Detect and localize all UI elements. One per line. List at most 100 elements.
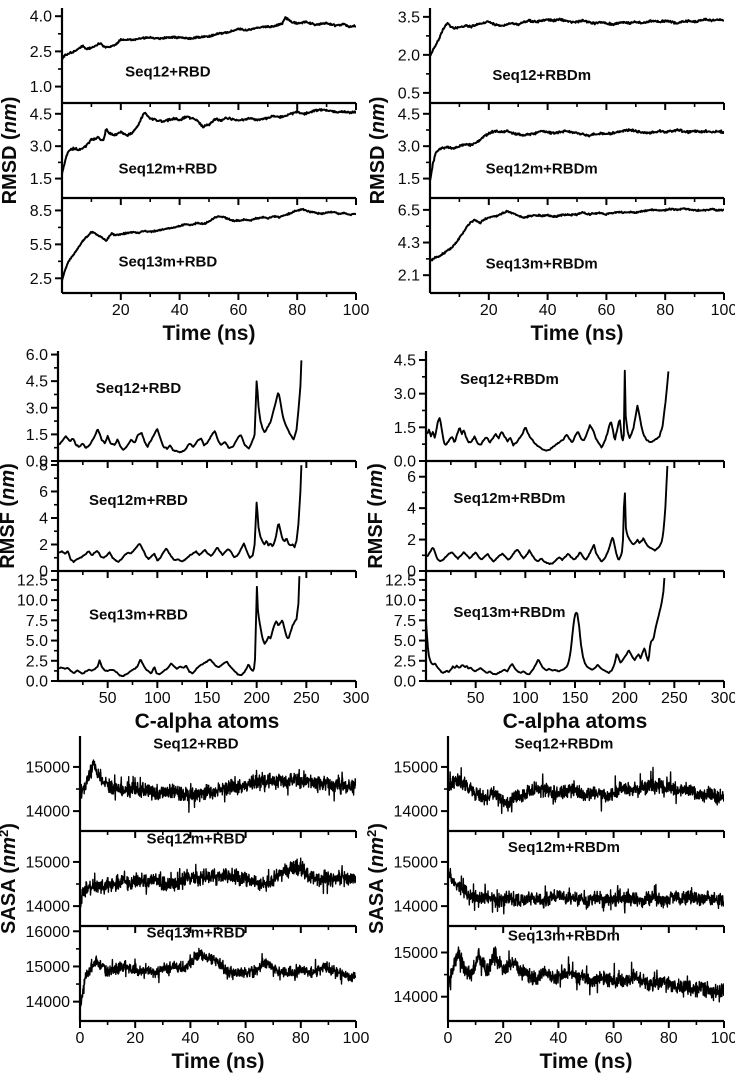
svg-text:2.5: 2.5 bbox=[394, 653, 416, 670]
svg-text:2: 2 bbox=[407, 532, 416, 549]
svg-text:14000: 14000 bbox=[26, 899, 71, 916]
svg-text:Seq12m+RBDm: Seq12m+RBDm bbox=[453, 490, 565, 507]
svg-text:Seq12m+RBD: Seq12m+RBD bbox=[118, 160, 217, 177]
chart-sasa-rbdm: 15000 14000 Seq12+RBDm 15000 14000 Seq12m+RBD… bbox=[364, 735, 735, 1073]
svg-text:14000: 14000 bbox=[394, 804, 439, 821]
svg-text:1.5: 1.5 bbox=[26, 427, 48, 444]
svg-text:1.5: 1.5 bbox=[398, 171, 420, 188]
svg-text:60: 60 bbox=[230, 302, 248, 319]
svg-text:Time (ns): Time (ns) bbox=[172, 1050, 265, 1073]
svg-text:16000: 16000 bbox=[26, 924, 71, 941]
svg-text:14000: 14000 bbox=[394, 989, 439, 1006]
svg-text:Seq12+RBDm: Seq12+RBDm bbox=[460, 371, 559, 388]
svg-text:20: 20 bbox=[112, 302, 130, 319]
svg-text:3.0: 3.0 bbox=[30, 139, 52, 156]
svg-text:4: 4 bbox=[407, 501, 416, 518]
svg-text:100: 100 bbox=[144, 690, 171, 707]
svg-text:15000: 15000 bbox=[394, 945, 439, 962]
svg-text:6: 6 bbox=[407, 469, 416, 486]
svg-text:Seq13m+RBD: Seq13m+RBD bbox=[147, 924, 246, 941]
svg-text:3.0: 3.0 bbox=[398, 139, 420, 156]
svg-text:0.0: 0.0 bbox=[394, 674, 416, 691]
svg-text:100: 100 bbox=[343, 1030, 370, 1047]
svg-text:250: 250 bbox=[661, 690, 688, 707]
svg-text:RMSD (nm): RMSD (nm) bbox=[0, 97, 21, 205]
svg-text:RMSF (nm): RMSF (nm) bbox=[0, 463, 19, 569]
svg-text:2: 2 bbox=[39, 537, 48, 554]
svg-text:300: 300 bbox=[711, 690, 735, 707]
svg-text:12.5: 12.5 bbox=[385, 572, 416, 589]
svg-text:2.0: 2.0 bbox=[398, 47, 420, 64]
svg-text:3.0: 3.0 bbox=[394, 386, 416, 403]
svg-text:80: 80 bbox=[656, 302, 674, 319]
svg-text:40: 40 bbox=[171, 302, 189, 319]
svg-text:1.0: 1.0 bbox=[30, 79, 52, 96]
chart-rmsd-rbd: 4.0 2.5 1.0 Seq12+RBD 4.5 3.0 1.5 Seq12m+RBD 8.5… bbox=[0, 8, 370, 345]
svg-text:100: 100 bbox=[711, 1030, 735, 1047]
svg-text:8: 8 bbox=[39, 457, 48, 474]
svg-text:80: 80 bbox=[292, 1030, 310, 1047]
svg-text:50: 50 bbox=[467, 690, 485, 707]
svg-text:Seq13m+RBDm: Seq13m+RBDm bbox=[486, 255, 598, 272]
chart-rmsf-rbd: 6.0 4.5 3.0 1.5 0.0 Seq12+RBD 8 6 4 2 0 Seq12m+RBD 1… bbox=[0, 347, 369, 733]
svg-text:Seq12+RBD: Seq12+RBD bbox=[125, 63, 211, 80]
svg-text:15000: 15000 bbox=[26, 759, 71, 776]
svg-text:0: 0 bbox=[76, 1030, 85, 1047]
svg-text:0: 0 bbox=[39, 564, 48, 581]
svg-text:8.5: 8.5 bbox=[30, 203, 52, 220]
svg-text:10.0: 10.0 bbox=[385, 593, 416, 610]
svg-text:5.0: 5.0 bbox=[394, 633, 416, 650]
svg-text:Seq13m+RBDm: Seq13m+RBDm bbox=[508, 927, 620, 944]
svg-text:100: 100 bbox=[711, 302, 735, 319]
svg-text:Time (ns): Time (ns) bbox=[531, 322, 624, 345]
chart-rmsf-rbdm: 4.5 3.0 1.5 0.0 Seq12+RBDm 6 4 2 0 Seq12m+RBDm 12.… bbox=[365, 351, 735, 733]
svg-text:2.1: 2.1 bbox=[398, 268, 420, 285]
svg-text:4.5: 4.5 bbox=[30, 106, 52, 123]
chart-sasa-rbd: 15000 14000 Seq12+RBD 15000 14000 Seq12m+RBD 1… bbox=[0, 735, 370, 1073]
svg-text:6.0: 6.0 bbox=[26, 347, 48, 364]
svg-text:2.5: 2.5 bbox=[30, 44, 52, 61]
svg-text:Seq13m+RBD: Seq13m+RBD bbox=[118, 253, 217, 270]
svg-text:Seq12+RBD: Seq12+RBD bbox=[153, 735, 239, 752]
svg-text:0: 0 bbox=[444, 1030, 453, 1047]
svg-text:3.5: 3.5 bbox=[398, 9, 420, 26]
svg-text:Seq12m+RBD: Seq12m+RBD bbox=[89, 492, 188, 509]
svg-text:SASA (nm2): SASA (nm2) bbox=[364, 823, 388, 934]
svg-text:4.5: 4.5 bbox=[26, 374, 48, 391]
svg-text:150: 150 bbox=[562, 690, 589, 707]
svg-text:7.5: 7.5 bbox=[394, 613, 416, 630]
svg-text:40: 40 bbox=[550, 1030, 568, 1047]
svg-text:SASA (nm2): SASA (nm2) bbox=[0, 823, 20, 934]
svg-text:0: 0 bbox=[407, 564, 416, 581]
svg-text:60: 60 bbox=[598, 302, 616, 319]
svg-text:4.5: 4.5 bbox=[394, 352, 416, 369]
svg-text:200: 200 bbox=[611, 690, 638, 707]
svg-text:2.5: 2.5 bbox=[30, 271, 52, 288]
svg-text:Seq12+RBD: Seq12+RBD bbox=[96, 380, 182, 397]
svg-text:14000: 14000 bbox=[26, 994, 71, 1011]
svg-text:250: 250 bbox=[293, 690, 320, 707]
svg-text:20: 20 bbox=[126, 1030, 144, 1047]
svg-text:4.0: 4.0 bbox=[30, 9, 52, 26]
svg-text:7.5: 7.5 bbox=[26, 613, 48, 630]
svg-text:Seq12m+RBDm: Seq12m+RBDm bbox=[486, 160, 598, 177]
svg-text:40: 40 bbox=[182, 1030, 200, 1047]
svg-text:20: 20 bbox=[494, 1030, 512, 1047]
svg-text:6.5: 6.5 bbox=[398, 202, 420, 219]
svg-text:0.0: 0.0 bbox=[26, 674, 48, 691]
svg-text:Seq12+RBDm: Seq12+RBDm bbox=[492, 67, 591, 84]
svg-text:Seq13m+RBD: Seq13m+RBD bbox=[89, 606, 188, 623]
svg-text:Seq12m+RBDm: Seq12m+RBDm bbox=[508, 839, 620, 856]
svg-text:15000: 15000 bbox=[394, 854, 439, 871]
svg-text:100: 100 bbox=[343, 302, 370, 319]
svg-text:1.5: 1.5 bbox=[394, 420, 416, 437]
svg-text:Seq12m+RBD: Seq12m+RBD bbox=[147, 830, 246, 847]
svg-text:RMSD (nm): RMSD (nm) bbox=[367, 97, 389, 205]
svg-text:4.3: 4.3 bbox=[398, 235, 420, 252]
svg-text:C-alpha atoms: C-alpha atoms bbox=[503, 710, 648, 733]
svg-text:15000: 15000 bbox=[26, 959, 71, 976]
svg-text:5.5: 5.5 bbox=[30, 237, 52, 254]
svg-text:4: 4 bbox=[39, 510, 48, 527]
svg-text:200: 200 bbox=[243, 690, 270, 707]
